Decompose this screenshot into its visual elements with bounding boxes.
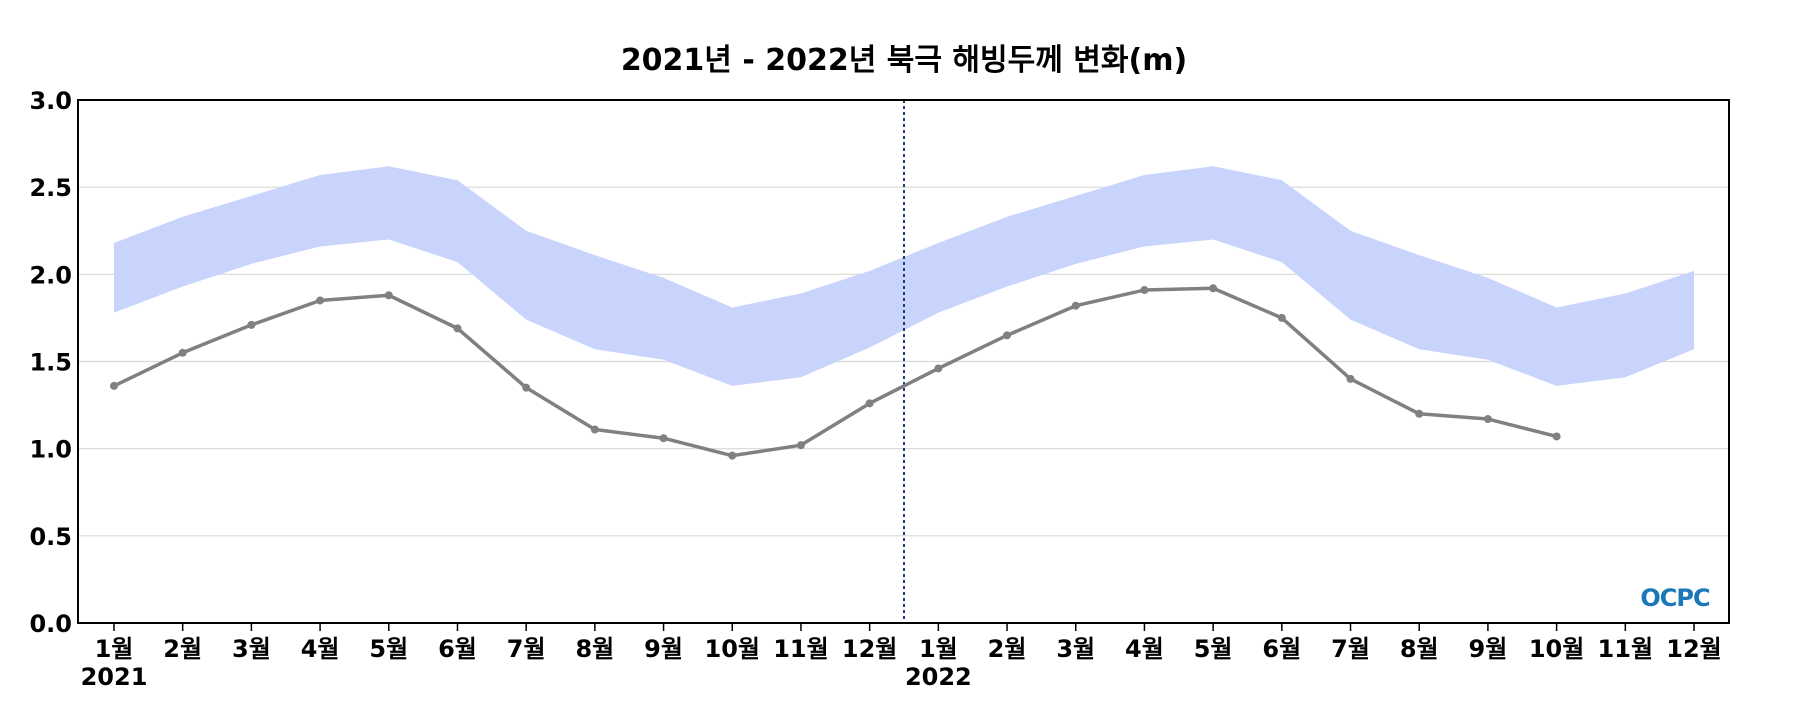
y-tick-label: 1.5 — [29, 349, 72, 377]
data-point — [934, 364, 943, 373]
data-point — [1277, 313, 1286, 322]
data-point — [1003, 331, 1012, 340]
y-tick-label: 1.0 — [29, 436, 72, 464]
y-axis: 0.0 0.5 1.0 1.5 2.0 2.5 3.0 — [29, 87, 72, 638]
data-point — [522, 383, 531, 392]
x-tick-label: 11월 — [1598, 635, 1653, 663]
data-point — [1415, 409, 1424, 418]
data-point — [796, 441, 805, 450]
chart-title: 2021년 - 2022년 북극 해빙두께 변화(m) — [621, 43, 1187, 78]
year-label: 2022 — [905, 663, 972, 691]
year-label: 2021 — [81, 663, 148, 691]
x-tick-label: 8월 — [1400, 635, 1439, 663]
x-tick-label: 6월 — [1262, 635, 1301, 663]
data-point — [1140, 286, 1149, 295]
x-tick-label: 10월 — [705, 635, 760, 663]
svg-text:OCPC: OCPC — [1640, 584, 1710, 612]
ocpc-logo: OCPC — [1640, 584, 1711, 612]
data-point — [1209, 284, 1218, 293]
x-tick-label: 12월 — [1666, 635, 1721, 663]
x-axis: 1월 2월 3월 4월 5월 6월 7월 8월 9월 10월 11월 12월 1월 2월 3월 4월 5월 6월 7… — [81, 623, 1722, 691]
x-tick-label: 4월 — [1125, 635, 1164, 663]
data-point — [1483, 415, 1492, 424]
y-tick-label: 2.0 — [29, 261, 72, 289]
x-tick-label: 4월 — [301, 635, 340, 663]
x-tick-label: 10월 — [1529, 635, 1584, 663]
data-point — [865, 399, 874, 408]
data-point — [453, 324, 462, 333]
x-tick-label: 12월 — [842, 635, 897, 663]
x-tick-label: 6월 — [438, 635, 477, 663]
x-tick-label: 7월 — [1331, 635, 1370, 663]
data-point — [659, 434, 668, 443]
x-tick-label: 8월 — [575, 635, 614, 663]
plot-frame — [77, 99, 1730, 624]
x-tick-label: 3월 — [1056, 635, 1095, 663]
x-tick-label: 1월 — [95, 635, 134, 663]
data-point — [1071, 301, 1080, 310]
x-tick-label: 7월 — [507, 635, 546, 663]
y-tick-label: 0.0 — [29, 610, 72, 638]
data-point — [316, 296, 325, 305]
series-points — [110, 284, 1561, 460]
data-point — [247, 320, 256, 329]
x-tick-label: 1월 — [919, 635, 958, 663]
x-tick-label: 11월 — [773, 635, 828, 663]
y-tick-label: 0.5 — [29, 523, 72, 551]
data-point — [178, 348, 187, 357]
x-tick-label: 5월 — [369, 635, 408, 663]
data-point — [1552, 432, 1561, 441]
x-tick-label: 9월 — [644, 635, 683, 663]
x-tick-label: 2월 — [988, 635, 1027, 663]
data-point — [728, 451, 737, 460]
x-tick-label: 9월 — [1469, 635, 1508, 663]
y-tick-label: 3.0 — [29, 87, 72, 115]
data-point — [110, 381, 118, 390]
series-line — [113, 286, 1558, 458]
data-point — [590, 425, 599, 434]
x-tick-label: 5월 — [1194, 635, 1233, 663]
data-point — [1346, 374, 1355, 383]
x-tick-label: 3월 — [232, 635, 271, 663]
y-tick-label: 2.5 — [29, 174, 72, 202]
x-tick-label: 2월 — [163, 635, 202, 663]
data-point — [384, 291, 393, 300]
